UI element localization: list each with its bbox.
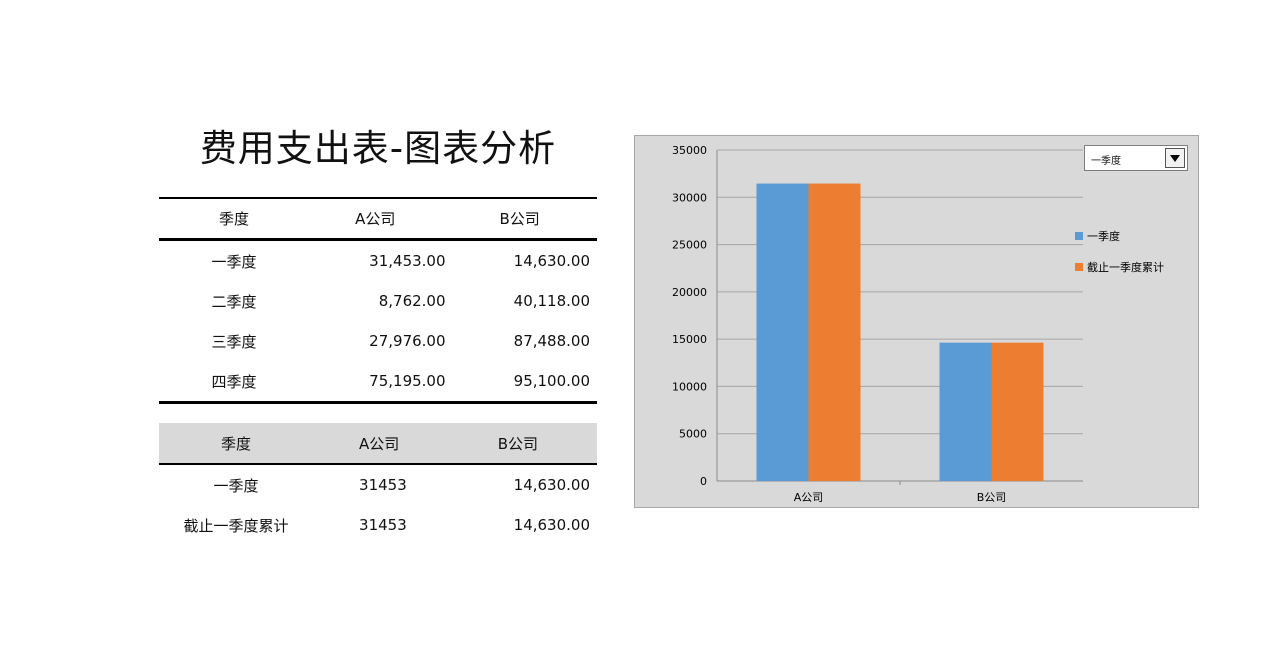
- table-row: 二季度 8,762.00 40,118.00: [159, 281, 597, 321]
- column-header: A公司: [309, 198, 454, 241]
- column-header: 季度: [159, 198, 310, 241]
- table-row: 四季度 75,195.00 95,100.00: [159, 361, 597, 403]
- bar-chart: 0 5000 10000 15000 20000 25000 30000 35000 A公司 B公…: [634, 135, 1199, 508]
- table-cell: 95,100.00: [513, 372, 590, 390]
- table-cell: 87,488.00: [513, 332, 590, 350]
- table-row: 一季度 31,453.00 14,630.00: [159, 240, 597, 282]
- table-cell: 40,118.00: [513, 292, 590, 310]
- bar: [808, 183, 861, 481]
- chart-canvas: 0 5000 10000 15000 20000 25000 30000 35000 A公司 B公…: [672, 144, 1164, 504]
- bar: [756, 183, 809, 481]
- y-tick-label: 30000: [672, 191, 707, 204]
- y-tick-label: 20000: [672, 286, 707, 299]
- table-row: 截止一季度累计 31453 14,630.00: [159, 505, 597, 545]
- dropdown-arrow-icon[interactable]: [1165, 148, 1185, 168]
- table-header-row: 季度 A公司 B公司: [159, 423, 597, 465]
- y-tick-label: 25000: [672, 239, 707, 252]
- chart-source-table: 季度 A公司 B公司 一季度 31453 14,630.00 截止一季度累计 3…: [159, 423, 597, 545]
- table-cell: 31453: [359, 516, 407, 534]
- table-row: 一季度 31453 14,630.00: [159, 464, 597, 505]
- bar: [939, 342, 992, 481]
- x-tick-label: A公司: [794, 491, 824, 504]
- y-tick-label: 5000: [679, 428, 707, 441]
- table-row: 三季度 27,976.00 87,488.00: [159, 321, 597, 361]
- table-cell: 截止一季度累计: [183, 516, 289, 535]
- x-tick-label: B公司: [977, 491, 1007, 504]
- dropdown-value: 一季度: [1091, 156, 1121, 167]
- table-cell: 8,762.00: [378, 292, 446, 310]
- column-header: 季度: [159, 423, 314, 465]
- legend-label: 一季度: [1087, 229, 1120, 243]
- y-tick-label: 15000: [672, 333, 707, 346]
- table-cell: 31453: [359, 476, 407, 494]
- table-cell: 27,976.00: [369, 332, 446, 350]
- column-header: B公司: [453, 198, 597, 241]
- table-cell: 14,630.00: [513, 476, 590, 494]
- quarter-dropdown[interactable]: 一季度: [1084, 145, 1188, 171]
- table-cell: 三季度: [211, 332, 257, 351]
- y-tick-label: 0: [700, 475, 707, 488]
- table-cell: 二季度: [211, 292, 257, 311]
- table-cell: 一季度: [213, 476, 259, 495]
- legend-label: 截止一季度累计: [1087, 260, 1164, 274]
- table-cell: 一季度: [211, 252, 257, 271]
- column-header: A公司: [313, 423, 452, 465]
- legend-swatch: [1075, 263, 1083, 271]
- y-tick-label: 10000: [672, 380, 707, 393]
- table-cell: 75,195.00: [369, 372, 446, 390]
- y-tick-label: 35000: [672, 144, 707, 157]
- expense-table: 季度 A公司 B公司 一季度 31,453.00 14,630.00 二季度 8…: [159, 197, 597, 404]
- table-cell: 14,630.00: [513, 252, 590, 270]
- table-cell: 31,453.00: [369, 252, 446, 270]
- table-header-row: 季度 A公司 B公司: [159, 198, 597, 241]
- column-header: B公司: [451, 423, 597, 465]
- table-cell: 14,630.00: [513, 516, 590, 534]
- bar: [991, 342, 1044, 481]
- legend-swatch: [1075, 232, 1083, 240]
- page-title: 费用支出表-图表分析: [199, 127, 557, 170]
- table-cell: 四季度: [211, 372, 257, 391]
